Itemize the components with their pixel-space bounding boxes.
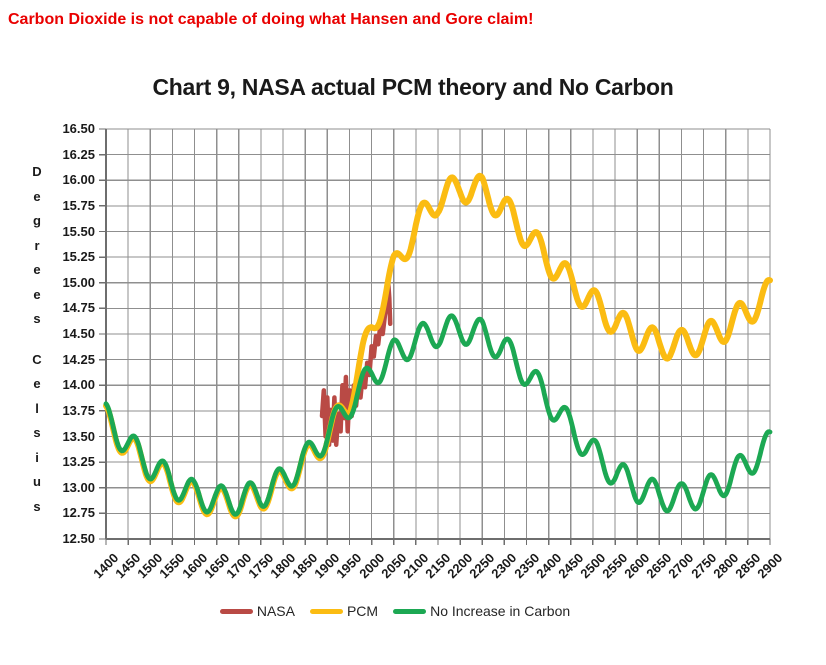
axis-title-letter: e: [33, 262, 41, 277]
axis-title-letter: D: [32, 164, 42, 179]
y-tick-label: 13.00: [62, 479, 95, 495]
y-tick-label: 15.00: [62, 274, 95, 290]
y-tick-label: 15.75: [62, 197, 95, 213]
axis-title-letter: s: [33, 425, 41, 440]
legend-item-nasa: NASA: [219, 603, 295, 619]
legend-item-pcm: PCM: [309, 603, 379, 619]
axis-title-letter: s: [33, 498, 41, 514]
headline: Carbon Dioxide is not capable of doing w…: [8, 11, 534, 28]
legend-swatch-nasa: [219, 608, 253, 614]
y-tick-label: 16.00: [62, 172, 95, 188]
legend-item-no-increase-in-carbon: No Increase in Carbon: [393, 603, 570, 619]
y-tick-label: 13.25: [62, 454, 95, 470]
axis-title-letter: i: [35, 449, 39, 465]
y-tick-label: 16.25: [62, 146, 95, 162]
axis-title-letter: r: [34, 237, 40, 253]
y-tick-label: 12.75: [62, 505, 95, 521]
y-tick-label: 14.50: [62, 326, 95, 341]
y-tick-label: 12.50: [62, 531, 95, 546]
legend-swatch-pcm: [309, 608, 343, 614]
series-line-no-increase-in-carbon: [103, 313, 773, 517]
axis-title-letter: C: [32, 351, 42, 367]
axis-title-letter: u: [33, 474, 41, 489]
axis-title-letter: g: [33, 213, 41, 228]
y-tick-label: 13.50: [62, 428, 95, 444]
legend: NASA PCM No Increase in Carbon: [0, 603, 808, 619]
legend-label-pcm: PCM: [346, 603, 379, 619]
legend-swatch-no-increase-in-carbon: [393, 608, 427, 614]
axis-title-letter: l: [35, 400, 39, 416]
y-tick-label: 15.50: [62, 223, 95, 239]
axis-title-letter: e: [33, 376, 41, 391]
y-tick-label: 16.50: [62, 121, 95, 136]
chart-title: Chart 9, NASA actual PCM theory and No C…: [152, 74, 674, 100]
legend-label-no-increase-in-carbon: No Increase in Carbon: [430, 603, 571, 619]
y-tick-label: 15.25: [62, 249, 95, 265]
legend-label-nasa: NASA: [256, 603, 295, 619]
axis-title-letter: e: [33, 188, 41, 204]
axis-title-letter: e: [33, 286, 41, 302]
y-tick-label: 14.25: [62, 351, 95, 367]
y-tick-label: 13.75: [62, 402, 95, 418]
axis-title-letter: s: [33, 311, 41, 326]
y-tick-label: 14.75: [62, 300, 95, 316]
y-tick-label: 14.00: [62, 377, 95, 393]
